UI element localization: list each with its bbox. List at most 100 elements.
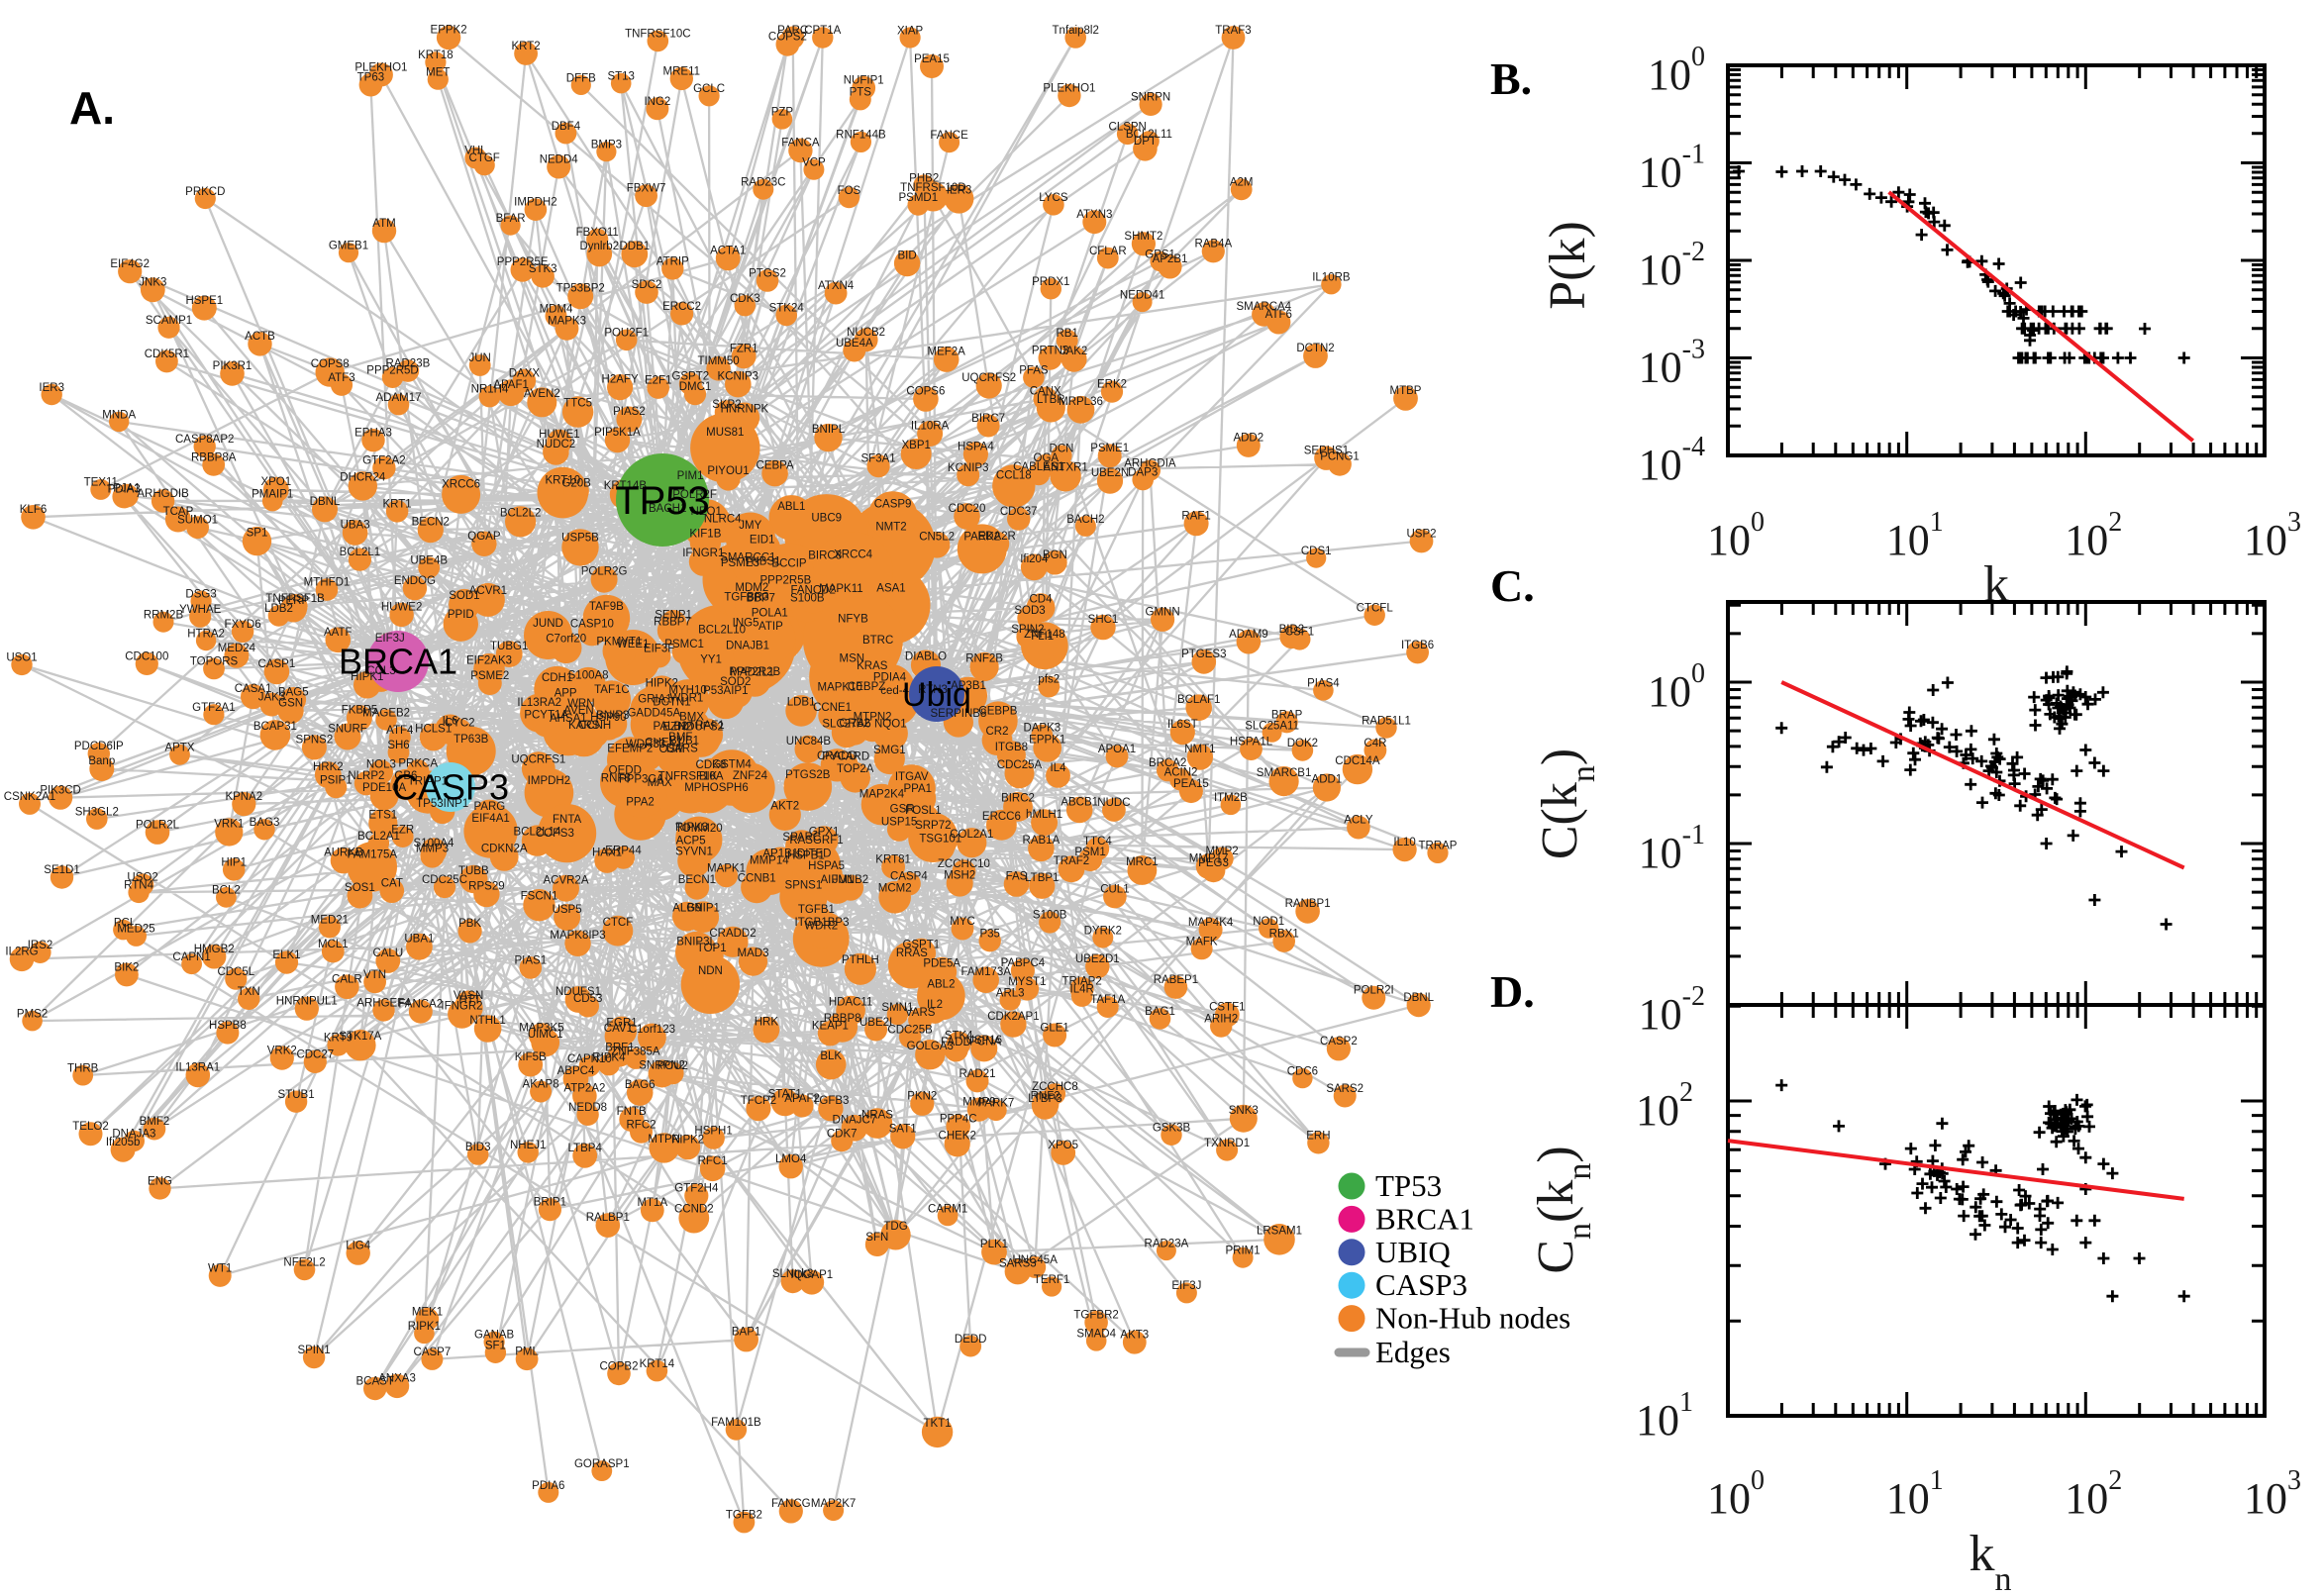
svg-text:PIAS4: PIAS4: [1307, 678, 1340, 690]
svg-text:S100B: S100B: [1033, 910, 1067, 922]
svg-text:MRPL36: MRPL36: [1059, 396, 1103, 408]
svg-text:EPPK2: EPPK2: [431, 25, 467, 37]
svg-text:FXYD6: FXYD6: [225, 619, 261, 631]
svg-text:IL10: IL10: [1393, 837, 1415, 848]
svg-text:HUWE2: HUWE2: [381, 602, 423, 614]
svg-text:BCAST: BCAST: [356, 1375, 394, 1387]
svg-text:UBE2N: UBE2N: [1091, 467, 1129, 479]
svg-text:ING2: ING2: [644, 96, 670, 108]
svg-text:HIPK1: HIPK1: [351, 671, 383, 683]
svg-text:GCLC: GCLC: [693, 83, 725, 95]
svg-text:RFC2: RFC2: [626, 1119, 656, 1131]
svg-text:ACTA1: ACTA1: [710, 246, 746, 257]
svg-text:CUL1: CUL1: [1100, 884, 1129, 896]
svg-text:YWHAE: YWHAE: [179, 604, 222, 616]
svg-text:MAP3K5: MAP3K5: [519, 1023, 563, 1035]
svg-text:Ifi204: Ifi204: [1020, 553, 1049, 565]
svg-text:IL2: IL2: [927, 999, 943, 1011]
svg-text:KRT81: KRT81: [875, 853, 911, 865]
svg-text:hMLH1: hMLH1: [1026, 809, 1062, 821]
svg-text:101: 101: [1636, 1387, 1693, 1445]
svg-text:MYST1: MYST1: [1008, 976, 1046, 988]
svg-text:GLE1: GLE1: [1040, 1022, 1068, 1034]
svg-text:IFNGR1: IFNGR1: [682, 548, 724, 559]
svg-text:RIPK3: RIPK3: [675, 822, 708, 834]
svg-text:USP16: USP16: [966, 1035, 1002, 1047]
svg-text:USO2: USO2: [127, 872, 157, 884]
svg-text:FANCA2: FANCA2: [398, 999, 443, 1011]
svg-text:MTPN2: MTPN2: [854, 712, 892, 724]
svg-text:ARHGDIB: ARHGDIB: [137, 488, 189, 500]
svg-text:FAM101B: FAM101B: [711, 1417, 761, 1429]
svg-text:DAP3: DAP3: [1128, 467, 1158, 479]
svg-text:ZNF385A: ZNF385A: [611, 1047, 660, 1058]
svg-text:CDS1: CDS1: [1301, 546, 1332, 557]
svg-text:NOD1: NOD1: [1253, 916, 1284, 928]
svg-text:PRTN3: PRTN3: [1032, 345, 1069, 356]
svg-text:TP63: TP63: [357, 72, 385, 84]
svg-text:WDR33: WDR33: [626, 739, 665, 750]
svg-text:C.: C.: [1490, 560, 1535, 611]
svg-text:DNAJC7: DNAJC7: [833, 1115, 877, 1127]
svg-text:PHB2: PHB2: [909, 173, 939, 185]
svg-text:MAP2K4: MAP2K4: [859, 788, 905, 800]
svg-text:AHSA1: AHSA1: [550, 713, 587, 725]
svg-text:PLEKHO1: PLEKHO1: [1043, 82, 1095, 94]
svg-text:TAF9B: TAF9B: [589, 601, 624, 613]
svg-text:WRN: WRN: [567, 698, 594, 710]
svg-text:BCL2A1: BCL2A1: [357, 831, 400, 843]
svg-text:XPO5: XPO5: [1048, 1140, 1078, 1151]
svg-text:MT1A: MT1A: [637, 1197, 667, 1209]
svg-text:HSPA5: HSPA5: [808, 860, 845, 872]
svg-text:MAPK8IP3: MAPK8IP3: [550, 930, 605, 942]
svg-text:MYC: MYC: [950, 916, 975, 928]
svg-text:CN5L2: CN5L2: [919, 532, 955, 544]
svg-text:SARS3: SARS3: [999, 1258, 1037, 1270]
svg-text:SRP72: SRP72: [915, 820, 951, 832]
svg-text:EIF2AK3: EIF2AK3: [466, 654, 512, 666]
svg-text:RNF144B: RNF144B: [836, 130, 886, 142]
svg-text:AKT3: AKT3: [1120, 1330, 1149, 1342]
svg-text:FANCD2: FANCD2: [791, 585, 836, 597]
svg-text:TRAF2: TRAF2: [1054, 855, 1089, 867]
svg-text:PSM1: PSM1: [1074, 847, 1105, 858]
svg-text:PML: PML: [515, 1347, 539, 1358]
svg-text:TNFRSF10D: TNFRSF10D: [900, 182, 965, 194]
svg-text:EIF4G2: EIF4G2: [110, 258, 150, 270]
svg-text:ADAM9: ADAM9: [1229, 629, 1268, 641]
svg-text:RIPK4: RIPK4: [592, 1052, 626, 1064]
svg-text:PRDX1: PRDX1: [1032, 276, 1069, 288]
svg-text:CDC25A: CDC25A: [997, 759, 1043, 771]
svg-text:GRIA1: GRIA1: [638, 694, 672, 706]
svg-text:PZP: PZP: [771, 107, 794, 119]
svg-text:IL10RA: IL10RA: [911, 421, 950, 433]
svg-text:MTPN: MTPN: [648, 1134, 680, 1146]
svg-text:UBIQ: UBIQ: [1375, 1235, 1451, 1269]
svg-text:IRS2: IRS2: [28, 940, 53, 951]
svg-text:DFFB: DFFB: [566, 72, 596, 84]
svg-text:TRIAP1: TRIAP1: [408, 775, 448, 787]
svg-text:CHEK1: CHEK1: [645, 738, 682, 749]
svg-text:POU2: POU2: [657, 1060, 688, 1072]
svg-text:MET: MET: [426, 67, 450, 79]
svg-text:GTF2A1: GTF2A1: [192, 702, 235, 714]
svg-text:CCNE1: CCNE1: [813, 702, 852, 714]
svg-text:MMP3: MMP3: [416, 843, 449, 854]
svg-text:ARHGDIA: ARHGDIA: [1124, 457, 1176, 469]
svg-text:TCAP: TCAP: [163, 506, 194, 518]
svg-text:PBK: PBK: [458, 918, 481, 930]
svg-text:IER3: IER3: [947, 184, 972, 196]
svg-text:DEDD: DEDD: [955, 1334, 987, 1346]
svg-text:RBBP7: RBBP7: [654, 617, 691, 629]
svg-text:BTRC: BTRC: [862, 635, 893, 647]
svg-text:C4R: C4R: [1364, 738, 1386, 749]
svg-text:EIF3J: EIF3J: [1171, 1280, 1201, 1292]
svg-text:GSK3B: GSK3B: [1153, 1123, 1191, 1135]
svg-text:NUDC2: NUDC2: [537, 439, 576, 450]
svg-text:JNK3: JNK3: [139, 276, 166, 288]
svg-text:PIP5K1A: PIP5K1A: [594, 427, 641, 439]
svg-text:TGFB1: TGFB1: [798, 904, 835, 916]
svg-text:TKT1: TKT1: [924, 1418, 952, 1430]
svg-text:CD53: CD53: [573, 993, 602, 1005]
svg-text:SKP2: SKP2: [712, 399, 741, 411]
